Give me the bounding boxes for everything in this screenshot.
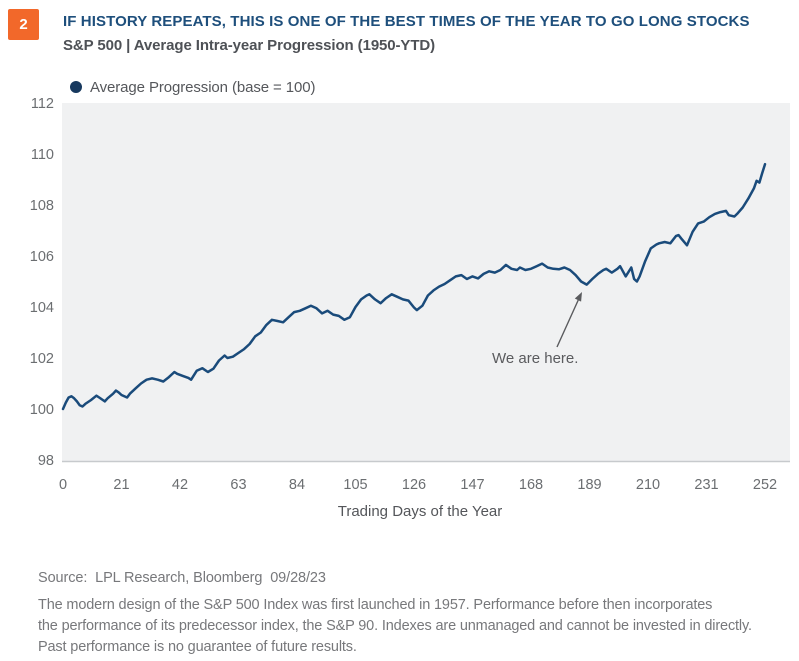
disclaimer-line: Past performance is no guarantee of futu…: [38, 639, 357, 655]
average-progression-line: [61, 162, 767, 411]
x-tick-label: 21: [113, 477, 129, 493]
x-tick-label: 126: [402, 477, 426, 493]
source-line: Source: LPL Research, Bloomberg 09/28/23: [38, 570, 326, 586]
legend-label: Average Progression (base = 100): [90, 78, 316, 96]
chart-title: IF HISTORY REPEATS, THIS IS ONE OF THE B…: [63, 13, 750, 30]
line-chart: 112 110 108 106 104 102 100 98 0 21 42 63 84 105 126 1…: [30, 96, 790, 520]
x-tick-label: 63: [230, 477, 246, 493]
x-axis-tick-labels: 0 21 42 63 84 105 126 147 168 189 210 231 252: [59, 477, 777, 493]
y-tick-label: 100: [30, 402, 54, 418]
x-tick-label: 42: [172, 477, 188, 493]
plot-area: [62, 103, 790, 461]
y-tick-label: 108: [30, 198, 54, 214]
x-tick-label: 105: [343, 477, 367, 493]
y-tick-label: 112: [31, 96, 54, 112]
x-tick-label: 252: [753, 477, 777, 493]
x-tick-label: 147: [460, 477, 484, 493]
legend: Average Progression (base = 100): [70, 78, 316, 96]
y-tick-label: 104: [30, 300, 54, 316]
x-axis-title: Trading Days of the Year: [338, 503, 503, 520]
we-are-here-annotation: We are here.: [492, 292, 582, 367]
disclaimer-line: the performance of its predecessor index…: [38, 618, 752, 634]
y-tick-label: 102: [30, 351, 54, 367]
legend-marker-icon: [70, 81, 82, 93]
figure-number-badge: 2: [8, 9, 39, 40]
x-tick-label: 0: [59, 477, 67, 493]
chart-subtitle: S&P 500 | Average Intra-year Progression…: [63, 37, 436, 54]
disclaimer-line: The modern design of the S&P 500 Index w…: [38, 597, 713, 613]
y-tick-label: 98: [38, 453, 54, 469]
annotation-arrowhead-icon: [574, 292, 582, 302]
y-axis-tick-labels: 112 110 108 106 104 102 100 98: [30, 96, 54, 469]
x-tick-label: 189: [577, 477, 601, 493]
disclaimer: The modern design of the S&P 500 Index w…: [38, 595, 752, 658]
y-tick-label: 106: [30, 249, 54, 265]
x-tick-label: 231: [694, 477, 718, 493]
x-tick-label: 210: [636, 477, 660, 493]
annotation-text: We are here.: [492, 350, 578, 367]
x-tick-label: 84: [289, 477, 305, 493]
x-tick-label: 168: [519, 477, 543, 493]
y-tick-label: 110: [31, 147, 54, 163]
annotation-arrow-line: [556, 299, 580, 348]
